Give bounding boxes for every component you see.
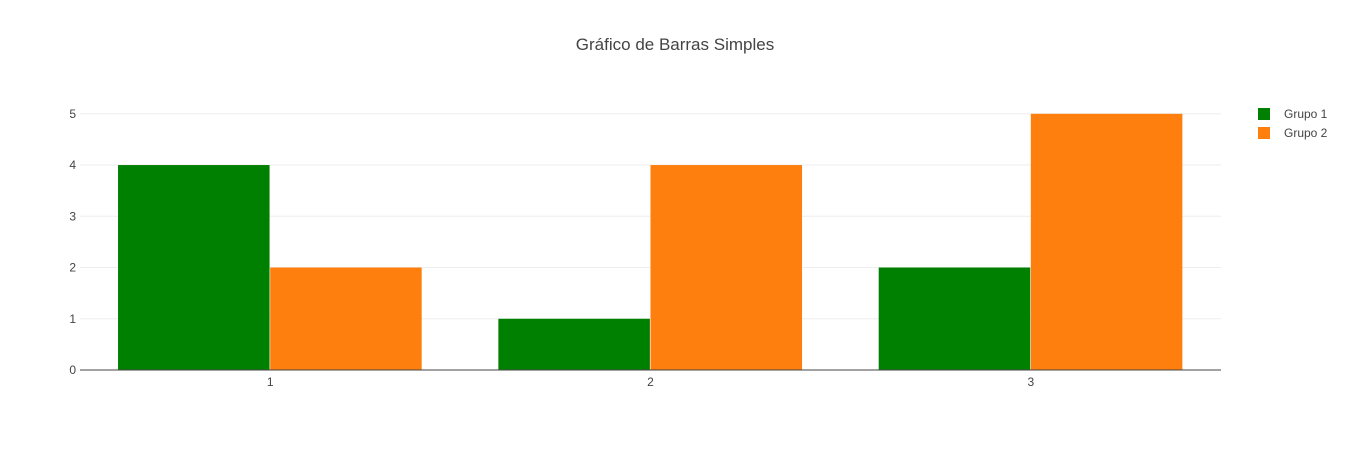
bars	[118, 113, 1183, 371]
x-tick-label: 3	[1027, 375, 1034, 389]
legend-label: Grupo 2	[1284, 126, 1328, 140]
y-tick-label: 4	[69, 158, 76, 172]
legend-label: Grupo 1	[1284, 107, 1328, 121]
bar-grupo-2-1	[270, 267, 422, 370]
bar-grupo-1-1	[118, 165, 270, 370]
y-tick-label: 2	[69, 261, 76, 275]
x-tick-label: 2	[647, 375, 654, 389]
legend-swatch	[1258, 127, 1270, 139]
y-tick-label: 3	[69, 209, 76, 223]
legend-swatch	[1258, 108, 1270, 120]
legend: Grupo 1 Grupo 2	[1258, 107, 1328, 140]
y-tick-label: 1	[69, 312, 76, 326]
y-tick-label: 5	[69, 107, 76, 121]
y-tick-label: 0	[69, 363, 76, 377]
chart-title: Gráfico de Barras Simples	[576, 35, 774, 54]
bar-grupo-2-2	[650, 165, 803, 370]
bar-grupo-1-2	[498, 318, 650, 370]
x-tick-label: 1	[267, 375, 274, 389]
x-tick-labels: 1 2 3	[267, 375, 1035, 389]
y-tick-labels: 0 1 2 3 4 5	[69, 107, 76, 377]
bar-grupo-1-3	[878, 267, 1031, 370]
bar-grupo-2-3	[1030, 113, 1183, 371]
